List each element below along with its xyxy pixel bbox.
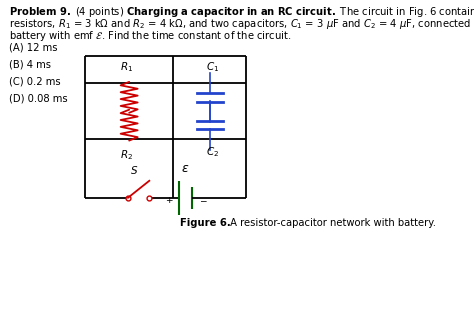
Text: A resistor-capacitor network with battery.: A resistor-capacitor network with batter… [227,218,436,228]
Text: $R_1$: $R_1$ [120,60,133,74]
Text: $\varepsilon$: $\varepsilon$ [181,162,189,175]
Text: +: + [165,196,173,205]
Text: resistors, $R_1$ = 3 k$\Omega$ and $R_2$ = 4 k$\Omega$, and two capacitors, $C_1: resistors, $R_1$ = 3 k$\Omega$ and $R_2$… [9,17,474,31]
Text: battery with emf $\mathcal{E}$. Find the time constant of the circuit.: battery with emf $\mathcal{E}$. Find the… [9,29,292,43]
Text: (D) 0.08 ms: (D) 0.08 ms [9,94,68,104]
Text: $C_2$: $C_2$ [206,145,219,159]
Text: $\mathbf{Problem\ 9.}$ (4 points) $\mathbf{Charging\ a\ capacitor\ in\ an\ RC\ c: $\mathbf{Problem\ 9.}$ (4 points) $\math… [9,5,474,19]
Text: (B) 4 ms: (B) 4 ms [9,60,52,70]
Text: (A) 12 ms: (A) 12 ms [9,43,58,53]
Text: −: − [199,196,206,205]
Text: Figure 6.: Figure 6. [180,218,231,228]
Text: $C_1$: $C_1$ [206,60,219,74]
Text: $R_2$: $R_2$ [120,148,133,162]
Text: $S$: $S$ [130,164,138,176]
Text: (C) 0.2 ms: (C) 0.2 ms [9,77,61,87]
